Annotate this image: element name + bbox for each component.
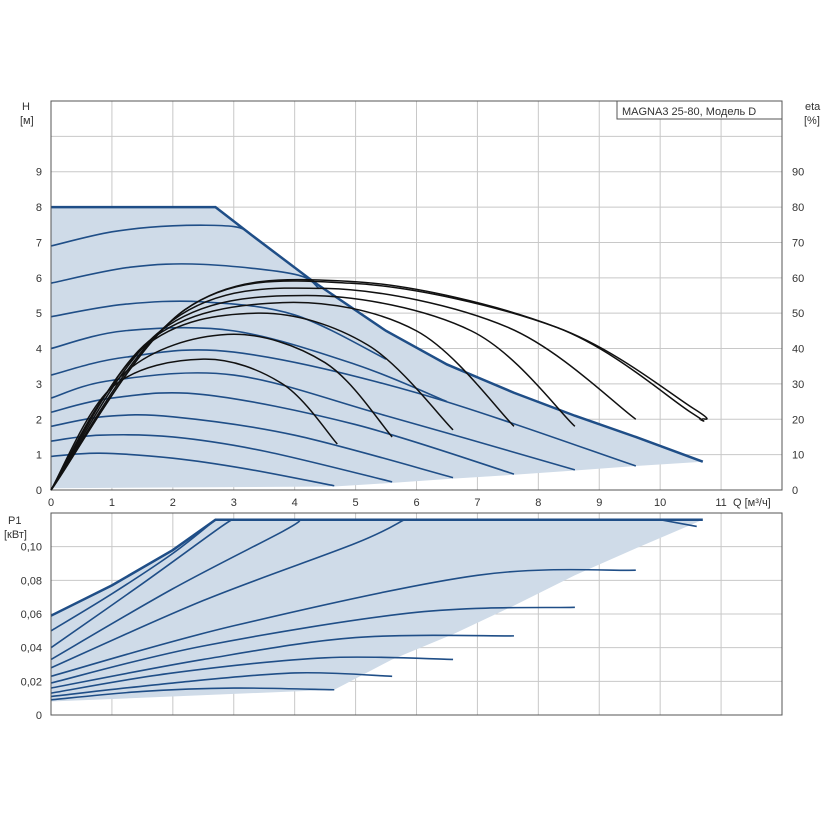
- y-tick-label: 4: [36, 344, 42, 356]
- power-curve: [50, 606, 575, 684]
- x-tick-label: 6: [413, 497, 419, 509]
- y2-tick-label: 10: [792, 450, 804, 462]
- power-curve: [50, 519, 302, 661]
- y2-tick-label: 20: [792, 414, 804, 426]
- y2-tick-label: 50: [792, 308, 804, 320]
- head-curve: [50, 224, 253, 247]
- y-tick-label: 1: [36, 450, 42, 462]
- y-axis-unit: [м]: [20, 115, 34, 127]
- power-curve: [50, 687, 335, 701]
- head-curve: [50, 414, 454, 479]
- y-tick-label: 9: [36, 167, 42, 179]
- power-curve: [50, 671, 393, 698]
- y-tick-label: 8: [36, 202, 42, 214]
- x-tick-label: 0: [48, 497, 54, 509]
- x-tick-label: 2: [170, 497, 176, 509]
- y-tick-label: 0: [36, 485, 42, 497]
- p1-tick-label: 0,04: [21, 643, 42, 655]
- y2-tick-label: 60: [792, 273, 804, 285]
- power-curve: [50, 519, 216, 632]
- p1-tick-label: 0,08: [21, 575, 42, 587]
- p1-tick-label: 0: [36, 710, 42, 722]
- power-curve: [50, 568, 636, 678]
- y2-tick-label: 0: [792, 485, 798, 497]
- power-curve: [660, 518, 697, 528]
- p1-tick-label: 0,06: [21, 609, 42, 621]
- y-tick-label: 2: [36, 414, 42, 426]
- efficiency-curve: [50, 280, 708, 491]
- x-axis-label: Q [м³/ч]: [733, 497, 771, 509]
- plot-frame: [50, 512, 783, 716]
- x-tick-label: 4: [292, 497, 298, 509]
- x-tick-label: 11: [715, 497, 726, 509]
- efficiency-curve: [50, 301, 515, 491]
- head-curve: [50, 300, 387, 360]
- operating-range-area: [51, 207, 703, 489]
- head-efficiency-plot: 0 1 2 3 4 5 6 7 8 9 10 1101234567890102030405060708…: [36, 100, 804, 509]
- head-curve: [50, 433, 393, 483]
- head-curve: [50, 326, 448, 403]
- power-curve: [50, 656, 454, 694]
- power-plot: 0 0,02 0,04 0,06 0,08 0,10: [21, 512, 783, 722]
- y2-tick-label: 80: [792, 202, 804, 214]
- plot-frame: [50, 100, 783, 491]
- head-curve: [50, 372, 576, 471]
- y-tick-label: 6: [36, 273, 42, 285]
- y2-axis-label: eta: [805, 101, 821, 113]
- title-frame: [616, 100, 783, 120]
- y-tick-label: 7: [36, 237, 42, 249]
- y2-tick-label: 30: [792, 379, 804, 391]
- max-curve: [50, 518, 703, 617]
- head-curve: [50, 452, 335, 487]
- title-box: MAGNA3 25-80, Модель D: [616, 100, 783, 120]
- head-curve: [50, 263, 320, 290]
- x-tick-label: 1: [109, 497, 115, 509]
- power-curve: [50, 634, 514, 689]
- p1-tick-label: 0,10: [21, 542, 42, 554]
- y2-tick-label: 40: [792, 344, 804, 356]
- p1-axis-unit: [кВт]: [4, 529, 27, 541]
- max-curve: [51, 205, 704, 463]
- power-curve: [50, 518, 235, 649]
- x-tick-label: 3: [231, 497, 237, 509]
- efficiency-curve: [50, 294, 576, 491]
- p1-axis-label: P1: [8, 515, 21, 527]
- efficiency-curve: [50, 287, 637, 491]
- x-tick-label: 9: [596, 497, 602, 509]
- y2-axis-unit: [%]: [804, 115, 820, 127]
- y-tick-label: 5: [36, 308, 42, 320]
- efficiency-curve: [50, 333, 393, 491]
- head-curve: [50, 349, 637, 467]
- x-tick-label: 10: [654, 497, 666, 509]
- y2-tick-label: 70: [792, 237, 804, 249]
- x-tick-label: 8: [535, 497, 541, 509]
- y-tick-label: 3: [36, 379, 42, 391]
- p1-tick-label: 0,02: [21, 676, 42, 688]
- operating-range-area: [51, 519, 703, 702]
- x-tick-label: 7: [474, 497, 480, 509]
- chart-title: MAGNA3 25-80, Модель D: [622, 106, 756, 118]
- y2-tick-label: 90: [792, 167, 804, 179]
- x-tick-label: 5: [353, 497, 359, 509]
- power-curve: [50, 519, 405, 669]
- y-axis-label: H: [22, 101, 30, 113]
- efficiency-curve: [50, 358, 338, 491]
